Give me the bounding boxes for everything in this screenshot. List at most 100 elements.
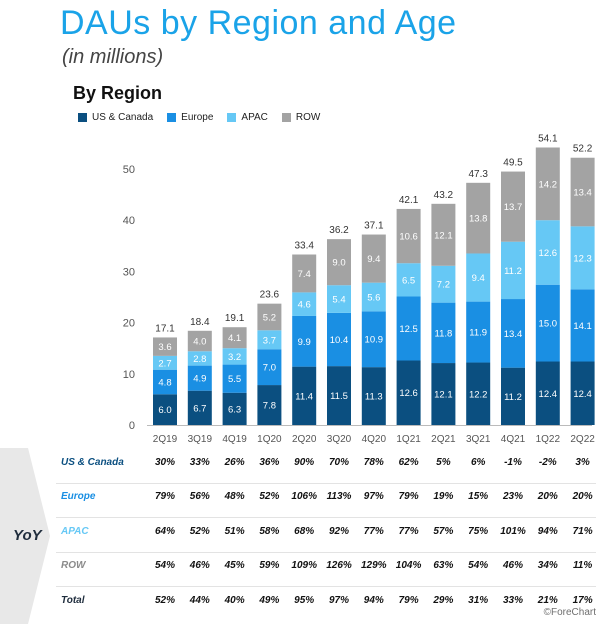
- bar-row-3Q19: [187, 330, 212, 352]
- watermark: ©ForeChart: [543, 607, 596, 618]
- bar-us-canada-2Q21: [431, 363, 456, 425]
- yoy-cell: 45%: [224, 560, 245, 571]
- yoy-cell: 126%: [326, 560, 352, 571]
- yoy-cell: 101%: [500, 526, 526, 537]
- data-label-row-1Q20: 5.2: [263, 312, 276, 323]
- yoy-cell: 21%: [537, 595, 558, 606]
- yoy-cell: 29%: [433, 595, 454, 606]
- data-label-europe-3Q21: 11.9: [469, 328, 487, 339]
- data-label-europe-3Q20: 10.4: [330, 335, 349, 346]
- yoy-cell: 70%: [328, 457, 349, 468]
- y-tick-label-20: 20: [123, 318, 135, 330]
- data-label-us-canada-3Q19: 6.7: [193, 403, 206, 414]
- bar-row-3Q20: [327, 239, 351, 286]
- data-label-row-3Q19: 4.0: [193, 337, 206, 348]
- data-label-row-4Q20: 9.4: [367, 254, 380, 265]
- yoy-cell: 68%: [294, 526, 315, 537]
- chart-legend: US & Canada Europe APAC ROW: [78, 112, 320, 123]
- yoy-cell: 46%: [502, 560, 523, 571]
- bar-us-canada-3Q19: [187, 390, 212, 425]
- bar-us-canada-2Q19: [153, 394, 177, 425]
- yoy-cell: 95%: [294, 595, 315, 606]
- y-tick-label-10: 10: [123, 369, 135, 381]
- stacked-bar-chart: 0 10 20 30 40 50 6.0 4.8 2.7 3.6 17.1 2Q19 6.7 4.9 2.8…: [123, 133, 596, 445]
- yoy-cell: 3%: [575, 457, 590, 468]
- x-tick-label-4Q19: 4Q19: [222, 434, 247, 445]
- yoy-cell: 19%: [433, 491, 454, 502]
- bar-apac-1Q20: [257, 330, 282, 350]
- total-label-2Q20: 33.4: [294, 241, 314, 252]
- yoy-cell: 6%: [470, 457, 486, 468]
- bar-row-2Q22: [570, 157, 595, 227]
- total-label-3Q19: 18.4: [190, 317, 210, 328]
- bar-row-4Q20: [361, 234, 386, 283]
- data-label-us-canada-2Q19: 6.0: [158, 405, 171, 416]
- yoy-cell: 79%: [398, 595, 419, 606]
- bar-us-canada-1Q20: [257, 385, 282, 425]
- bar-europe-4Q20: [361, 311, 386, 368]
- legend-item-europe: Europe: [167, 112, 213, 123]
- yoy-cell: 77%: [363, 526, 384, 537]
- data-label-row-3Q20: 9.0: [332, 258, 345, 269]
- yoy-row-label: APAC: [61, 526, 89, 537]
- yoy-cell: 31%: [468, 595, 489, 606]
- yoy-cell: 44%: [189, 595, 210, 606]
- bar-europe-2Q21: [431, 302, 456, 364]
- yoy-cell: 54%: [154, 560, 175, 571]
- yoy-cell: 71%: [572, 526, 593, 537]
- data-label-europe-2Q20: 9.9: [298, 337, 311, 348]
- total-label-2Q22: 52.2: [573, 144, 593, 155]
- yoy-cell: 52%: [154, 595, 175, 606]
- bar-us-canada-2Q22: [570, 361, 595, 425]
- yoy-chevron-panel: [0, 448, 50, 624]
- legend-label-apac: APAC: [241, 112, 268, 123]
- yoy-cell: 109%: [291, 560, 317, 571]
- data-label-apac-1Q20: 3.7: [263, 335, 276, 346]
- data-label-europe-2Q22: 14.1: [573, 321, 592, 332]
- bar-apac-2Q19: [153, 355, 177, 370]
- yoy-row-divider: [56, 517, 596, 518]
- legend-swatch-row: [281, 113, 291, 122]
- yoy-cell: 90%: [294, 457, 315, 468]
- bar-us-canada-2Q20: [292, 366, 317, 425]
- bar-europe-3Q20: [327, 312, 351, 367]
- legend-label-row: ROW: [295, 112, 321, 123]
- yoy-cell: 17%: [572, 595, 593, 606]
- data-label-europe-1Q22: 15.0: [539, 319, 558, 330]
- data-label-row-2Q19: 3.6: [158, 342, 171, 353]
- data-label-us-canada-1Q20: 7.8: [263, 401, 276, 412]
- bar-europe-1Q20: [257, 349, 282, 386]
- data-label-us-canada-4Q20: 11.3: [365, 392, 383, 403]
- total-label-4Q19: 19.1: [225, 313, 245, 324]
- yoy-cell: 62%: [398, 457, 419, 468]
- yoy-row-apac: APAC 64% 52% 51% 58% 68% 92% 77% 77% 57% 75% 101% 94…: [0, 526, 600, 546]
- bar-us-canada-4Q20: [361, 367, 386, 425]
- yoy-cell: 36%: [259, 457, 280, 468]
- yoy-cell: 97%: [328, 595, 349, 606]
- bar-us-canada-1Q21: [396, 360, 421, 425]
- yoy-cell: 11%: [572, 560, 593, 571]
- yoy-row-label: Europe: [61, 491, 96, 502]
- yoy-cell: 94%: [537, 526, 558, 537]
- yoy-cell: 56%: [189, 491, 210, 502]
- x-tick-label-2Q20: 2Q20: [292, 434, 317, 445]
- page-subtitle: (in millions): [62, 46, 164, 68]
- legend-label-europe: Europe: [181, 112, 214, 123]
- yoy-cell: 97%: [363, 491, 384, 502]
- data-label-us-canada-2Q21: 12.1: [434, 390, 453, 401]
- data-label-row-1Q22: 14.2: [539, 179, 558, 190]
- yoy-cell: -1%: [504, 457, 522, 468]
- data-label-row-4Q21: 13.7: [504, 202, 523, 213]
- yoy-cell: 64%: [154, 526, 175, 537]
- total-label-4Q20: 37.1: [364, 221, 384, 232]
- bar-apac-1Q22: [535, 220, 560, 285]
- data-label-us-canada-1Q22: 12.4: [539, 389, 558, 400]
- yoy-cell: 34%: [537, 560, 558, 571]
- yoy-cell: 58%: [259, 526, 280, 537]
- bar-apac-1Q21: [396, 263, 421, 297]
- bar-europe-4Q21: [501, 299, 525, 368]
- bar-us-canada-3Q21: [466, 362, 491, 425]
- bar-apac-3Q21: [466, 253, 491, 302]
- data-label-apac-4Q19: 3.2: [228, 352, 241, 363]
- data-label-row-1Q21: 10.6: [399, 232, 418, 243]
